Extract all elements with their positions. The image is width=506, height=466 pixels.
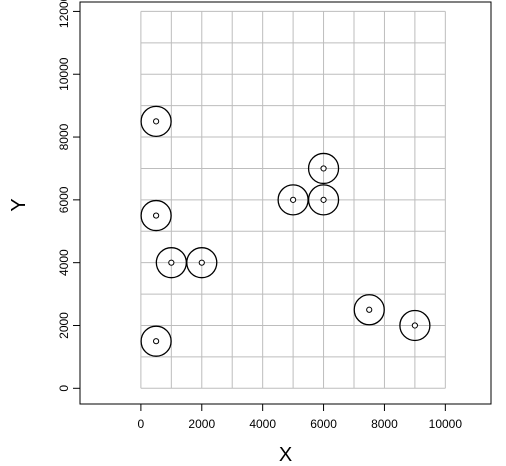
data-point	[186, 247, 218, 279]
data-point	[307, 184, 340, 216]
x-tick-label: 8000	[371, 417, 398, 431]
y-tick-label: 4000	[57, 249, 71, 276]
y-tick-label: 0	[57, 385, 71, 392]
data-point-center	[320, 196, 327, 203]
x-tick-label: 6000	[310, 417, 337, 431]
x-axis-label: X	[279, 444, 292, 466]
y-axis-label: Y	[8, 198, 30, 211]
data-point-center	[290, 196, 297, 203]
data-point-center	[153, 338, 160, 345]
data-point-center	[411, 322, 418, 329]
data-point	[140, 325, 172, 357]
data-point	[307, 152, 340, 185]
data-point	[140, 105, 172, 137]
data-point-ring	[140, 199, 172, 232]
data-point-ring	[186, 247, 218, 279]
data-point-center	[320, 165, 327, 172]
x-tick-label: 10000	[429, 417, 463, 431]
x-tick-label: 0	[138, 417, 145, 431]
axes: 0 2000 4000 6000 8000 10000 0 2000 4000 6000 8000 1…	[57, 0, 462, 431]
data-point-center	[153, 212, 160, 219]
data-point-center	[168, 259, 175, 266]
data-point	[399, 309, 431, 342]
data-point-ring	[307, 184, 340, 216]
data-point-center	[366, 306, 373, 313]
data-point-ring	[399, 309, 431, 342]
data-points	[140, 105, 431, 357]
data-point	[140, 199, 172, 232]
x-tick-label: 4000	[249, 417, 276, 431]
y-tick-label: 6000	[57, 186, 71, 213]
data-point-ring	[307, 152, 340, 185]
y-tick-label: 12000	[57, 0, 71, 28]
y-tick-label: 8000	[57, 123, 71, 150]
x-tick-label: 2000	[188, 417, 215, 431]
y-tick-label: 10000	[57, 57, 71, 91]
data-point-ring	[353, 294, 385, 326]
data-point-ring	[140, 325, 172, 357]
data-point	[353, 294, 385, 326]
data-point-center	[198, 259, 205, 266]
y-tick-label: 2000	[57, 312, 71, 339]
data-point-center	[153, 118, 160, 125]
data-point-ring	[140, 105, 172, 137]
